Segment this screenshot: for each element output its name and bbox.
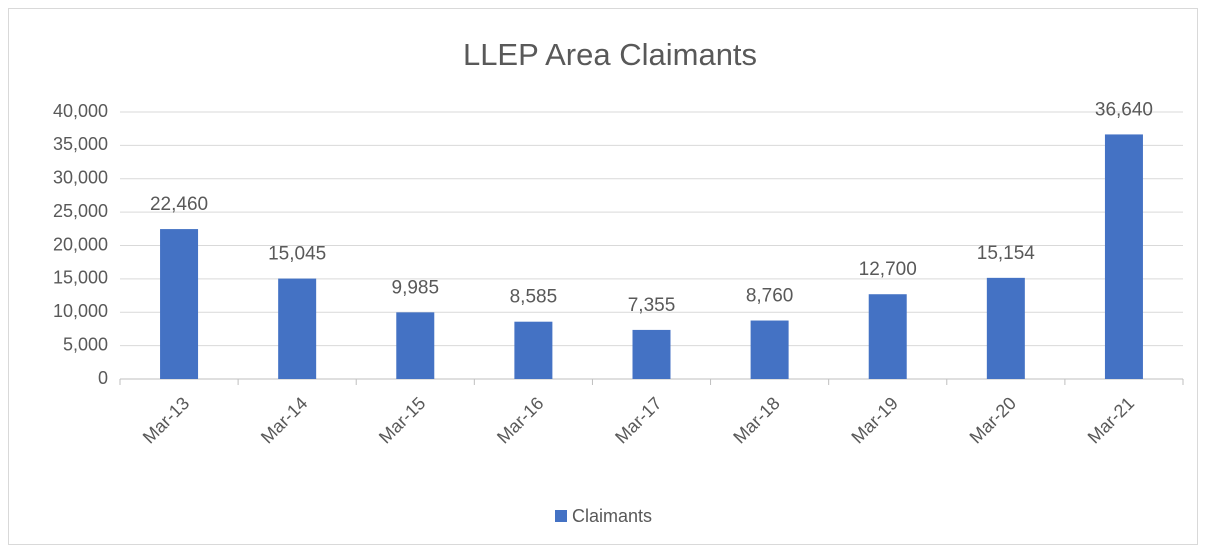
y-tick-label: 30,000 [53, 168, 108, 188]
bar [160, 229, 199, 379]
chart-border [8, 8, 1198, 545]
data-label: 12,700 [859, 259, 917, 280]
bar [986, 277, 1025, 379]
bar [868, 294, 907, 379]
y-tick-label: 40,000 [53, 101, 108, 121]
bar [278, 278, 317, 379]
data-label: 9,985 [392, 277, 440, 298]
data-label: 7,355 [628, 295, 676, 316]
legend-label: Claimants [572, 506, 652, 526]
y-tick-label: 25,000 [53, 201, 108, 221]
y-tick-label: 35,000 [53, 134, 108, 154]
bar [514, 321, 553, 379]
bar [632, 329, 671, 379]
chart-title: LLEP Area Claimants [463, 37, 757, 72]
data-label: 8,585 [510, 287, 558, 308]
bar [1104, 134, 1143, 379]
data-label: 36,640 [1095, 99, 1153, 120]
legend-swatch [555, 510, 567, 522]
y-tick-label: 15,000 [53, 268, 108, 288]
bar [396, 312, 435, 379]
data-label: 22,460 [150, 194, 208, 215]
data-label: 15,154 [977, 243, 1036, 264]
data-label: 15,045 [268, 244, 326, 265]
y-tick-label: 5,000 [63, 334, 108, 354]
y-tick-label: 10,000 [53, 301, 108, 321]
y-tick-label: 20,000 [53, 234, 108, 254]
data-label: 8,760 [746, 286, 794, 307]
y-tick-label: 0 [98, 368, 108, 388]
bar [750, 320, 789, 379]
